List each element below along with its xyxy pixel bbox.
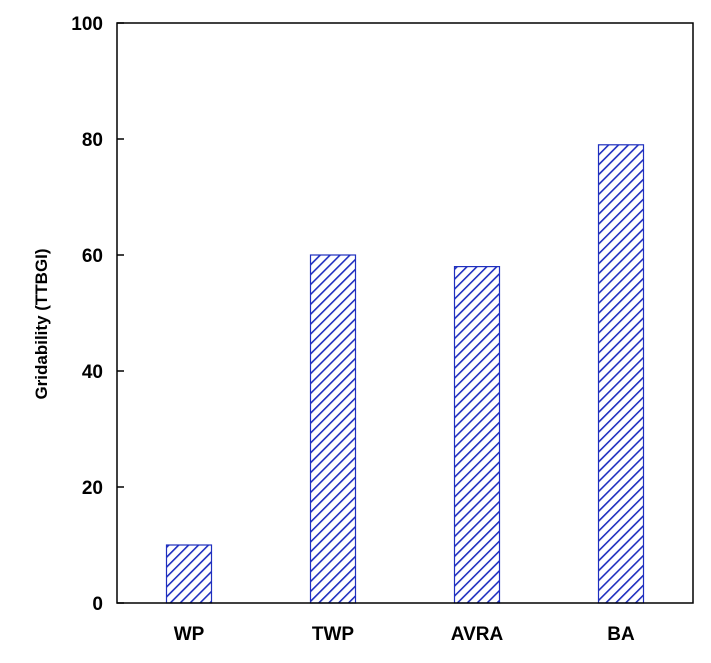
bar-ba [597, 144, 645, 604]
bar-wp [165, 544, 213, 604]
y-tick-label: 80 [82, 130, 103, 151]
x-tick-label: WP [174, 624, 205, 645]
bar-avra [453, 266, 501, 604]
y-axis-ticks: 0 20 40 60 80 100 [71, 14, 124, 615]
y-tick-label: 0 [92, 594, 103, 615]
y-tick-label: 40 [82, 362, 103, 383]
y-axis-title: Gridability (TTBGI) [32, 248, 51, 399]
x-tick-label: AVRA [451, 624, 504, 645]
x-axis-ticks: WP TWP AVRA BA [174, 624, 635, 645]
bar-twp [309, 254, 357, 604]
x-tick-label: TWP [312, 624, 355, 645]
y-tick-label: 20 [82, 478, 103, 499]
axes-group [116, 22, 694, 604]
x-tick-label: BA [607, 624, 635, 645]
plot-frame [116, 22, 694, 604]
y-tick-label: 60 [82, 246, 103, 267]
y-tick-label: 100 [71, 14, 103, 35]
bars-group [165, 144, 645, 604]
